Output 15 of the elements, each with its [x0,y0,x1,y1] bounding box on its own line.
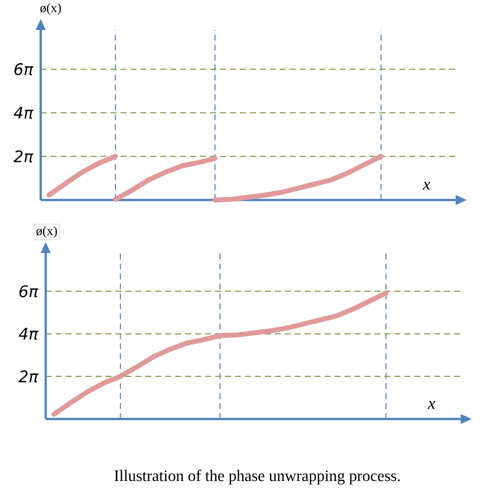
line-series [52,290,388,417]
line-series [212,154,384,202]
y-axis-title: ø(x) [36,226,57,238]
line-series [112,156,218,202]
y-axis-title: ø(x) [40,3,61,15]
y-tick-label: 4π [14,106,34,119]
x-axis-title: x [428,401,436,409]
y-tick-label: 6π [19,285,38,298]
y-tick-label: 2π [18,370,38,382]
y-tick-label: 6π [14,63,34,76]
x-axis-title: x [422,182,430,190]
line-series [46,154,118,198]
y-tick-label: 2π [14,150,34,162]
y-tick-label: 4π [18,328,38,340]
text: Illustration of the phase unwrapping process. [114,470,400,484]
